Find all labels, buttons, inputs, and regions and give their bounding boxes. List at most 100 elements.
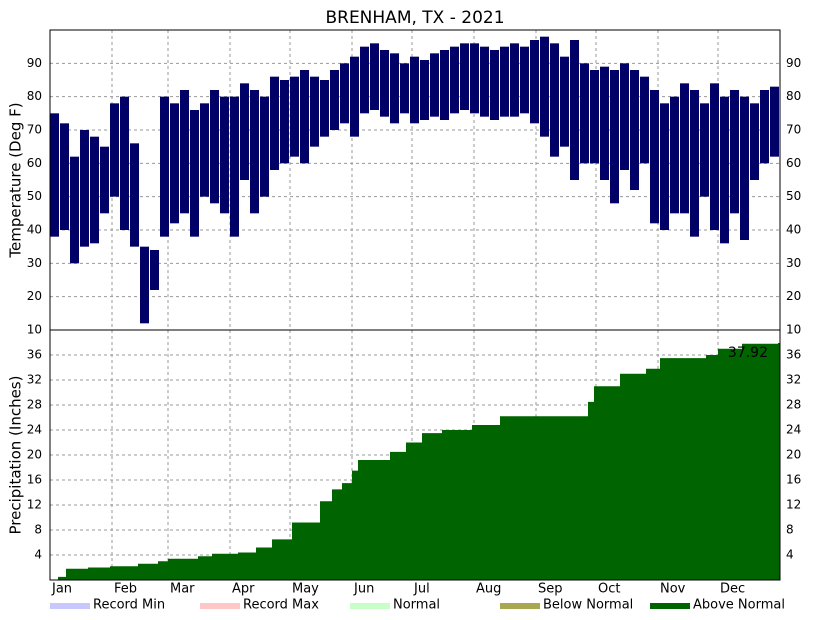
temperature-bar [260, 96, 269, 197]
temperature-bar [330, 70, 339, 130]
y-axis-title: Precipitation (Inches) [7, 376, 25, 535]
temperature-bar [720, 96, 729, 244]
temperature-bar [340, 63, 349, 124]
y-tick-label: 36 [786, 348, 801, 362]
temperature-bar [580, 63, 589, 164]
x-tick-label: Aug [476, 582, 501, 597]
y-tick-label: 60 [27, 156, 42, 170]
y-tick-label: 28 [27, 398, 42, 412]
temperature-bar [430, 53, 439, 117]
y-tick-label: 36 [27, 348, 42, 362]
x-tick-label: Feb [114, 582, 137, 597]
legend-label: Record Max [243, 598, 319, 613]
plot-frame [49, 329, 781, 581]
y-tick-label: 12 [27, 498, 42, 512]
x-tick-label: Jul [413, 582, 430, 597]
temperature-bar [590, 70, 599, 164]
legend-swatch [200, 603, 240, 609]
x-tick-label: Mar [170, 582, 195, 597]
temperature-bar [390, 53, 399, 124]
temperature-bar [700, 103, 709, 197]
temperature-bar [420, 60, 429, 120]
temperature-bar [680, 83, 689, 214]
temperature-bar [400, 63, 409, 114]
legend-swatch [650, 603, 690, 609]
temperature-bar [600, 66, 609, 180]
y-tick-label: 4 [786, 548, 794, 562]
y-tick-label: 90 [27, 56, 42, 70]
legend-label: Normal [393, 598, 440, 613]
temperature-bar [520, 46, 529, 114]
y-tick-label: 20 [786, 289, 801, 303]
y-tick-label: 70 [27, 123, 42, 137]
temperature-bar [320, 80, 329, 137]
temperature-bar [760, 90, 769, 164]
temperature-bar [470, 43, 479, 114]
temperature-bar [300, 70, 309, 164]
temperature-bar [690, 90, 699, 237]
temperature-bar [740, 96, 749, 241]
temperature-bar [650, 90, 659, 224]
temperature-bar [140, 246, 149, 324]
y-tick-label: 32 [786, 373, 801, 387]
y-tick-label: 12 [786, 498, 801, 512]
temperature-bar [490, 50, 499, 120]
y-tick-label: 80 [27, 89, 42, 103]
temperature-bar [750, 103, 759, 180]
chart-title: BRENHAM, TX - 2021 [325, 8, 504, 28]
temperature-bar [410, 56, 419, 124]
y-tick-label: 24 [27, 423, 42, 437]
x-tick-label: Nov [660, 582, 686, 597]
temperature-bar [770, 86, 779, 157]
x-tick-label: Sep [538, 582, 563, 597]
temperature-bar [210, 90, 219, 204]
y-tick-label: 8 [786, 523, 794, 537]
y-tick-label: 16 [27, 473, 42, 487]
temperature-bar [530, 40, 539, 124]
y-tick-label: 90 [786, 56, 801, 70]
y-tick-label: 20 [27, 448, 42, 462]
x-tick-label: Apr [232, 582, 255, 597]
y-tick-label: 30 [27, 256, 42, 270]
temperature-bar [380, 50, 389, 117]
temperature-bar [640, 76, 649, 164]
y-tick-label: 30 [786, 256, 801, 270]
legend-label: Below Normal [543, 598, 633, 613]
x-tick-label: Jun [353, 582, 374, 597]
temperature-bar [620, 63, 629, 171]
temperature-bar [100, 146, 109, 214]
temperature-bar [120, 96, 129, 231]
temperature-bar [230, 96, 239, 237]
temperature-bar [730, 90, 739, 214]
temperature-bar [480, 46, 489, 117]
y-tick-label: 24 [786, 423, 801, 437]
y-axis-title: Temperature (Deg F) [7, 102, 25, 258]
temperature-bar [570, 40, 579, 180]
temperature-bar [160, 96, 169, 237]
legend-label: Record Min [93, 598, 165, 613]
y-tick-label: 10 [27, 323, 42, 337]
y-tick-label: 32 [27, 373, 42, 387]
y-tick-label: 70 [786, 123, 801, 137]
temperature-bar [170, 103, 179, 224]
x-tick-label: May [292, 582, 319, 597]
x-tick-label: Dec [720, 582, 745, 597]
temperature-bar [90, 136, 99, 244]
x-tick-label: Jan [51, 582, 72, 597]
temperature-bar [560, 56, 569, 147]
temperature-bar [180, 90, 189, 214]
temperature-bar [350, 56, 359, 137]
y-tick-label: 8 [34, 523, 42, 537]
temperature-bar [280, 80, 289, 164]
y-tick-label: 60 [786, 156, 801, 170]
y-tick-label: 20 [27, 289, 42, 303]
temperature-bar [310, 76, 319, 147]
temperature-bar [150, 250, 159, 290]
temperature-bar [130, 143, 139, 247]
y-tick-label: 20 [786, 448, 801, 462]
legend-swatch [350, 603, 390, 609]
total-label: 37.92 [728, 345, 768, 361]
y-tick-label: 40 [27, 223, 42, 237]
y-tick-label: 40 [786, 223, 801, 237]
